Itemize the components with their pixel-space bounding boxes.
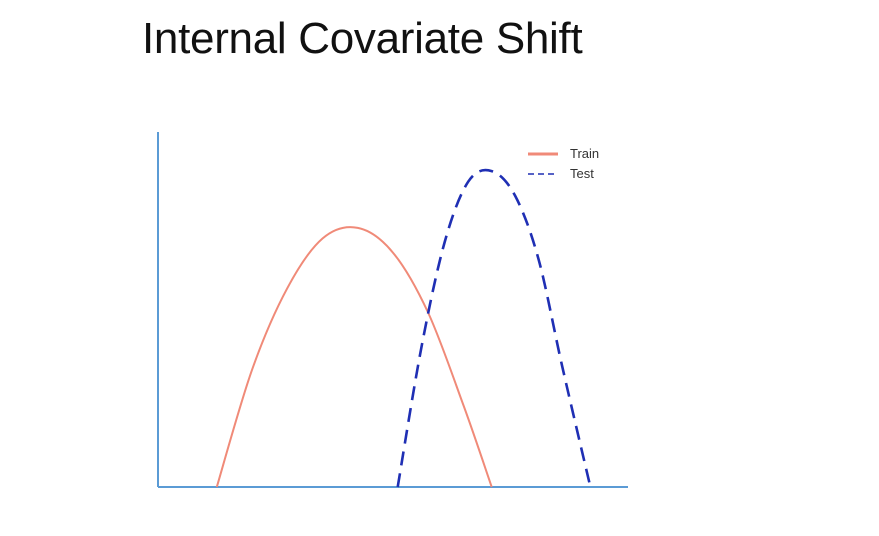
series-layer [217,170,591,487]
legend-label-test: Test [570,166,594,181]
legend-label-train: Train [570,146,599,161]
series-line-train [217,227,492,487]
legend: Train Test [528,146,599,181]
series-line-test [398,170,591,487]
